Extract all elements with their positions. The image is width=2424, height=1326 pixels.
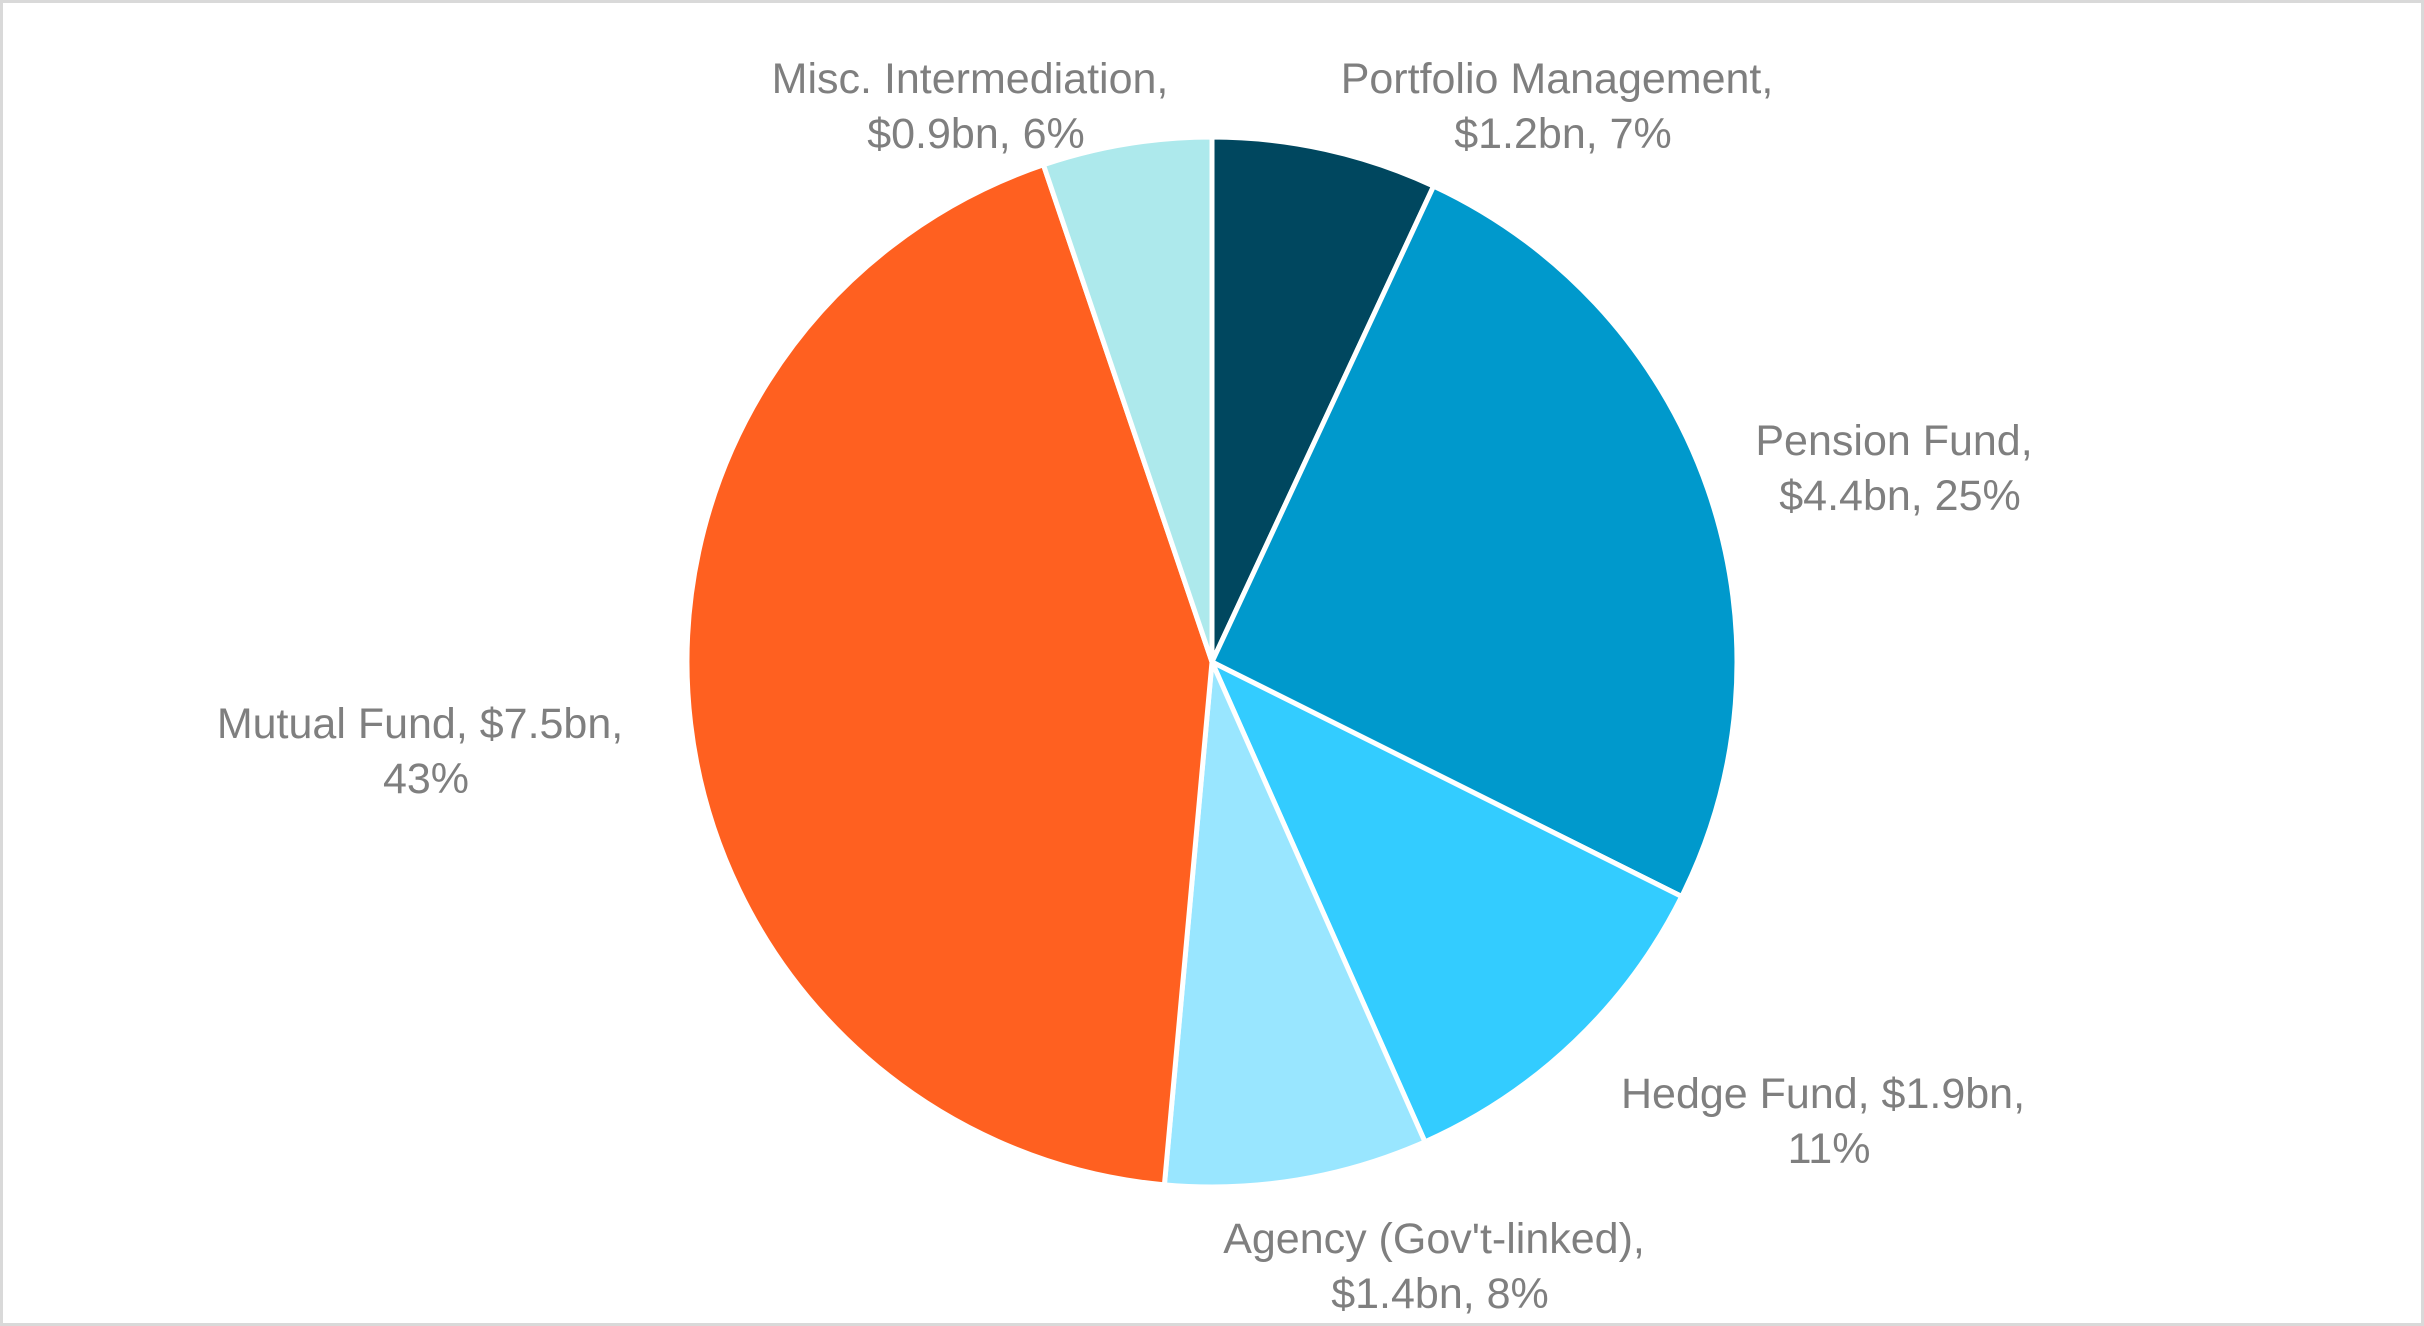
label-agency: Agency (Gov't-linked), $1.4bn, 8% <box>1223 1215 1657 1318</box>
pie-slice-mutual-fund <box>684 162 1215 1188</box>
pie-labels: Portfolio Management, $1.2bn, 7% Pension… <box>217 55 2044 1318</box>
pie-slice-agency-gov-t-linked <box>1161 659 1428 1190</box>
pie-slice-pension-fund <box>1209 183 1740 900</box>
pie-slice-portfolio-management <box>1209 134 1437 665</box>
pie-slice-hedge-fund <box>1209 659 1685 1145</box>
label-mutual-fund: Mutual Fund, $7.5bn, 43% <box>217 700 635 803</box>
pie-slice-misc-intermediation <box>1040 134 1215 665</box>
label-pension-fund: Pension Fund, $4.4bn, 25% <box>1755 417 2044 520</box>
label-portfolio-management: Portfolio Management, $1.2bn, 7% <box>1341 55 1786 158</box>
label-hedge-fund: Hedge Fund, $1.9bn, 11% <box>1621 1070 2037 1173</box>
pie-slices <box>684 134 1740 1190</box>
label-misc-intermediation: Misc. Intermediation, $0.9bn, 6% <box>772 55 1181 158</box>
